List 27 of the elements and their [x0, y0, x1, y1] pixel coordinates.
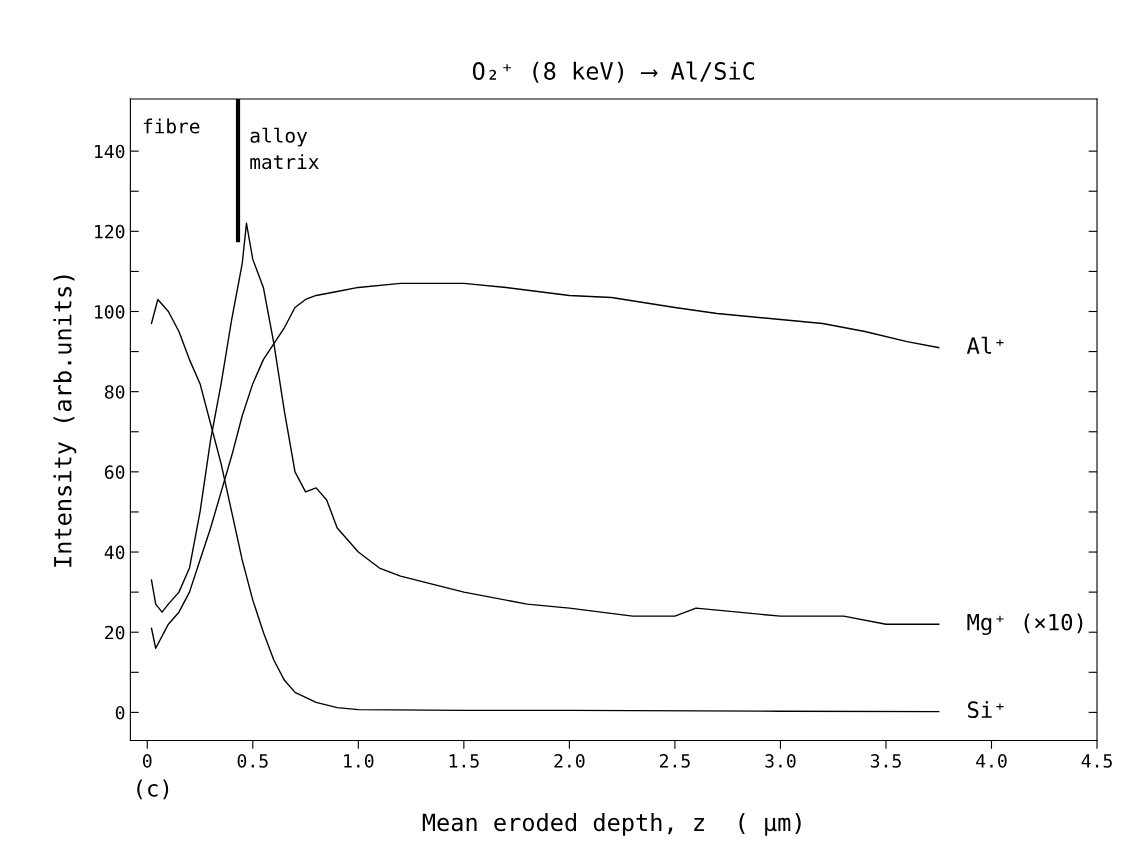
- x-tick-label: 4.0: [976, 754, 1007, 768]
- x-tick-label: 2.0: [554, 754, 585, 768]
- x-tick-label: 1.5: [449, 754, 479, 768]
- y-tick-label: 100: [95, 305, 125, 319]
- y-tick-label: 120: [95, 224, 125, 239]
- annotation: fibre: [143, 118, 200, 134]
- x-tick-label: 3.5: [870, 754, 901, 768]
- y-axis-title: Intensity (arb.units): [53, 275, 77, 567]
- series-label: Al⁺: [966, 336, 1004, 354]
- annotation: alloy matrix: [250, 127, 319, 170]
- text: (c): [137, 779, 169, 800]
- x-tick-label: 0.5: [237, 754, 268, 768]
- x-tick-label: 3.0: [765, 754, 796, 768]
- x-tick-label: 1.0: [344, 754, 374, 768]
- chart-title: O₂⁺ (8 keV) ⟶ Al/SiC: [472, 61, 755, 83]
- x-tick-label: 0: [143, 754, 152, 768]
- y-tick-label: 40: [104, 545, 125, 560]
- y-tick-label: 0: [115, 705, 125, 720]
- y-tick-label: 20: [105, 625, 125, 640]
- legend-label: Mg⁺ (×10): [967, 613, 1083, 636]
- y-tick-label: 60: [104, 465, 125, 480]
- x-axis-title: Mean eroded depth, z ( µm): [422, 812, 801, 836]
- y-tick-label: 80: [104, 385, 125, 399]
- series-label: Si⁺: [968, 700, 1004, 719]
- x-tick-label: 2.5: [659, 754, 690, 768]
- x-tick-label: 4.5: [1081, 754, 1112, 768]
- y-tick-label: 140: [95, 144, 125, 159]
